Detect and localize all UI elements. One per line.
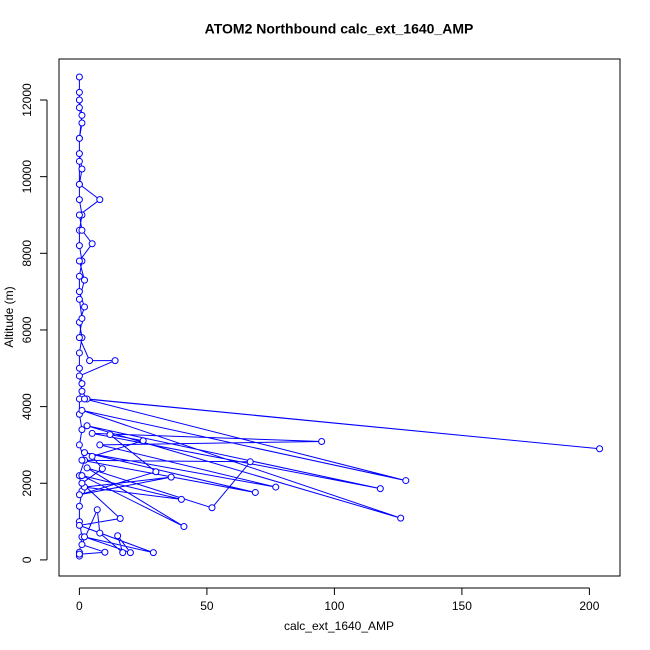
data-point [81,395,88,403]
data-point [272,483,280,491]
data-point [75,502,83,510]
data-point [177,495,185,503]
data-point [596,445,604,453]
data-point [75,157,83,165]
data-point [78,479,86,487]
y-tick-label: 0 [20,556,34,563]
data-point [251,488,259,496]
y-tick-label: 2000 [20,470,34,497]
data-point [78,406,86,414]
data-point [78,165,86,173]
data-point [75,242,83,250]
data-point [75,334,83,342]
data-point [376,485,384,493]
data-point [75,257,83,265]
data-point [78,226,86,234]
data-point [111,357,119,365]
y-axis-label: Altitude (m) [2,286,16,347]
data-point [167,473,175,481]
data-point [78,541,86,549]
data-point [75,88,83,96]
data-point [96,196,104,204]
data-point [75,372,83,380]
data-point [78,380,86,388]
plot-frame [58,58,621,577]
data-point [75,196,83,204]
data-point [75,550,83,558]
x-tick-label: 0 [76,599,83,613]
data-point [78,314,86,322]
data-point [75,272,83,280]
data-point [78,119,86,127]
data-point [78,456,86,464]
data-point [75,295,83,303]
y-tick-label: 10000 [20,160,34,194]
data-point [96,529,104,537]
data-point [114,532,122,540]
data-point [86,357,94,365]
data-point [75,150,83,158]
data-point [75,349,83,357]
data-point [126,549,134,557]
data-point [78,472,86,480]
data-point [81,533,88,541]
data-point [81,303,88,311]
data-point [397,514,405,522]
y-tick-label: 12000 [20,83,34,117]
data-point [81,276,88,284]
series-line [77,77,600,557]
data-point [75,364,83,372]
chart-title: ATOM2 Northbound calc_ext_1640_AMP [205,21,474,37]
data-point [208,504,216,512]
x-tick-label: 50 [200,599,214,613]
x-tick-label: 200 [579,599,599,613]
data-point [93,506,101,514]
data-point [78,426,86,434]
data-point [88,240,96,248]
data-point [88,452,96,460]
data-point [101,548,109,556]
y-tick-label: 6000 [20,316,34,343]
x-tick-label: 150 [452,599,472,613]
data-point [98,465,106,473]
data-point [83,464,91,472]
data-point [75,96,83,104]
data-point [75,211,83,219]
data-point [180,523,188,531]
data-point [152,468,160,476]
data-point [81,449,88,457]
x-tick-label: 100 [324,599,344,613]
data-point [149,549,157,557]
data-point [75,288,83,296]
data-point [318,437,326,445]
data-point [75,491,83,499]
data-point [75,441,83,449]
data-point [96,441,104,449]
data-point [119,549,127,557]
data-point [402,477,410,485]
data-point [139,437,147,445]
y-tick-label: 4000 [20,393,34,420]
data-point [78,111,86,119]
data-point [75,134,83,142]
data-point [246,458,254,466]
data-point [75,73,83,81]
data-point [116,515,124,523]
data-point [75,180,83,188]
data-point [75,521,83,529]
data-point [88,429,96,437]
data-point [75,104,83,112]
data-point [78,387,86,395]
data-point [106,431,114,439]
y-tick-label: 8000 [20,240,34,267]
data-point [83,422,91,430]
x-axis-label: calc_ext_1640_AMP [284,619,394,633]
